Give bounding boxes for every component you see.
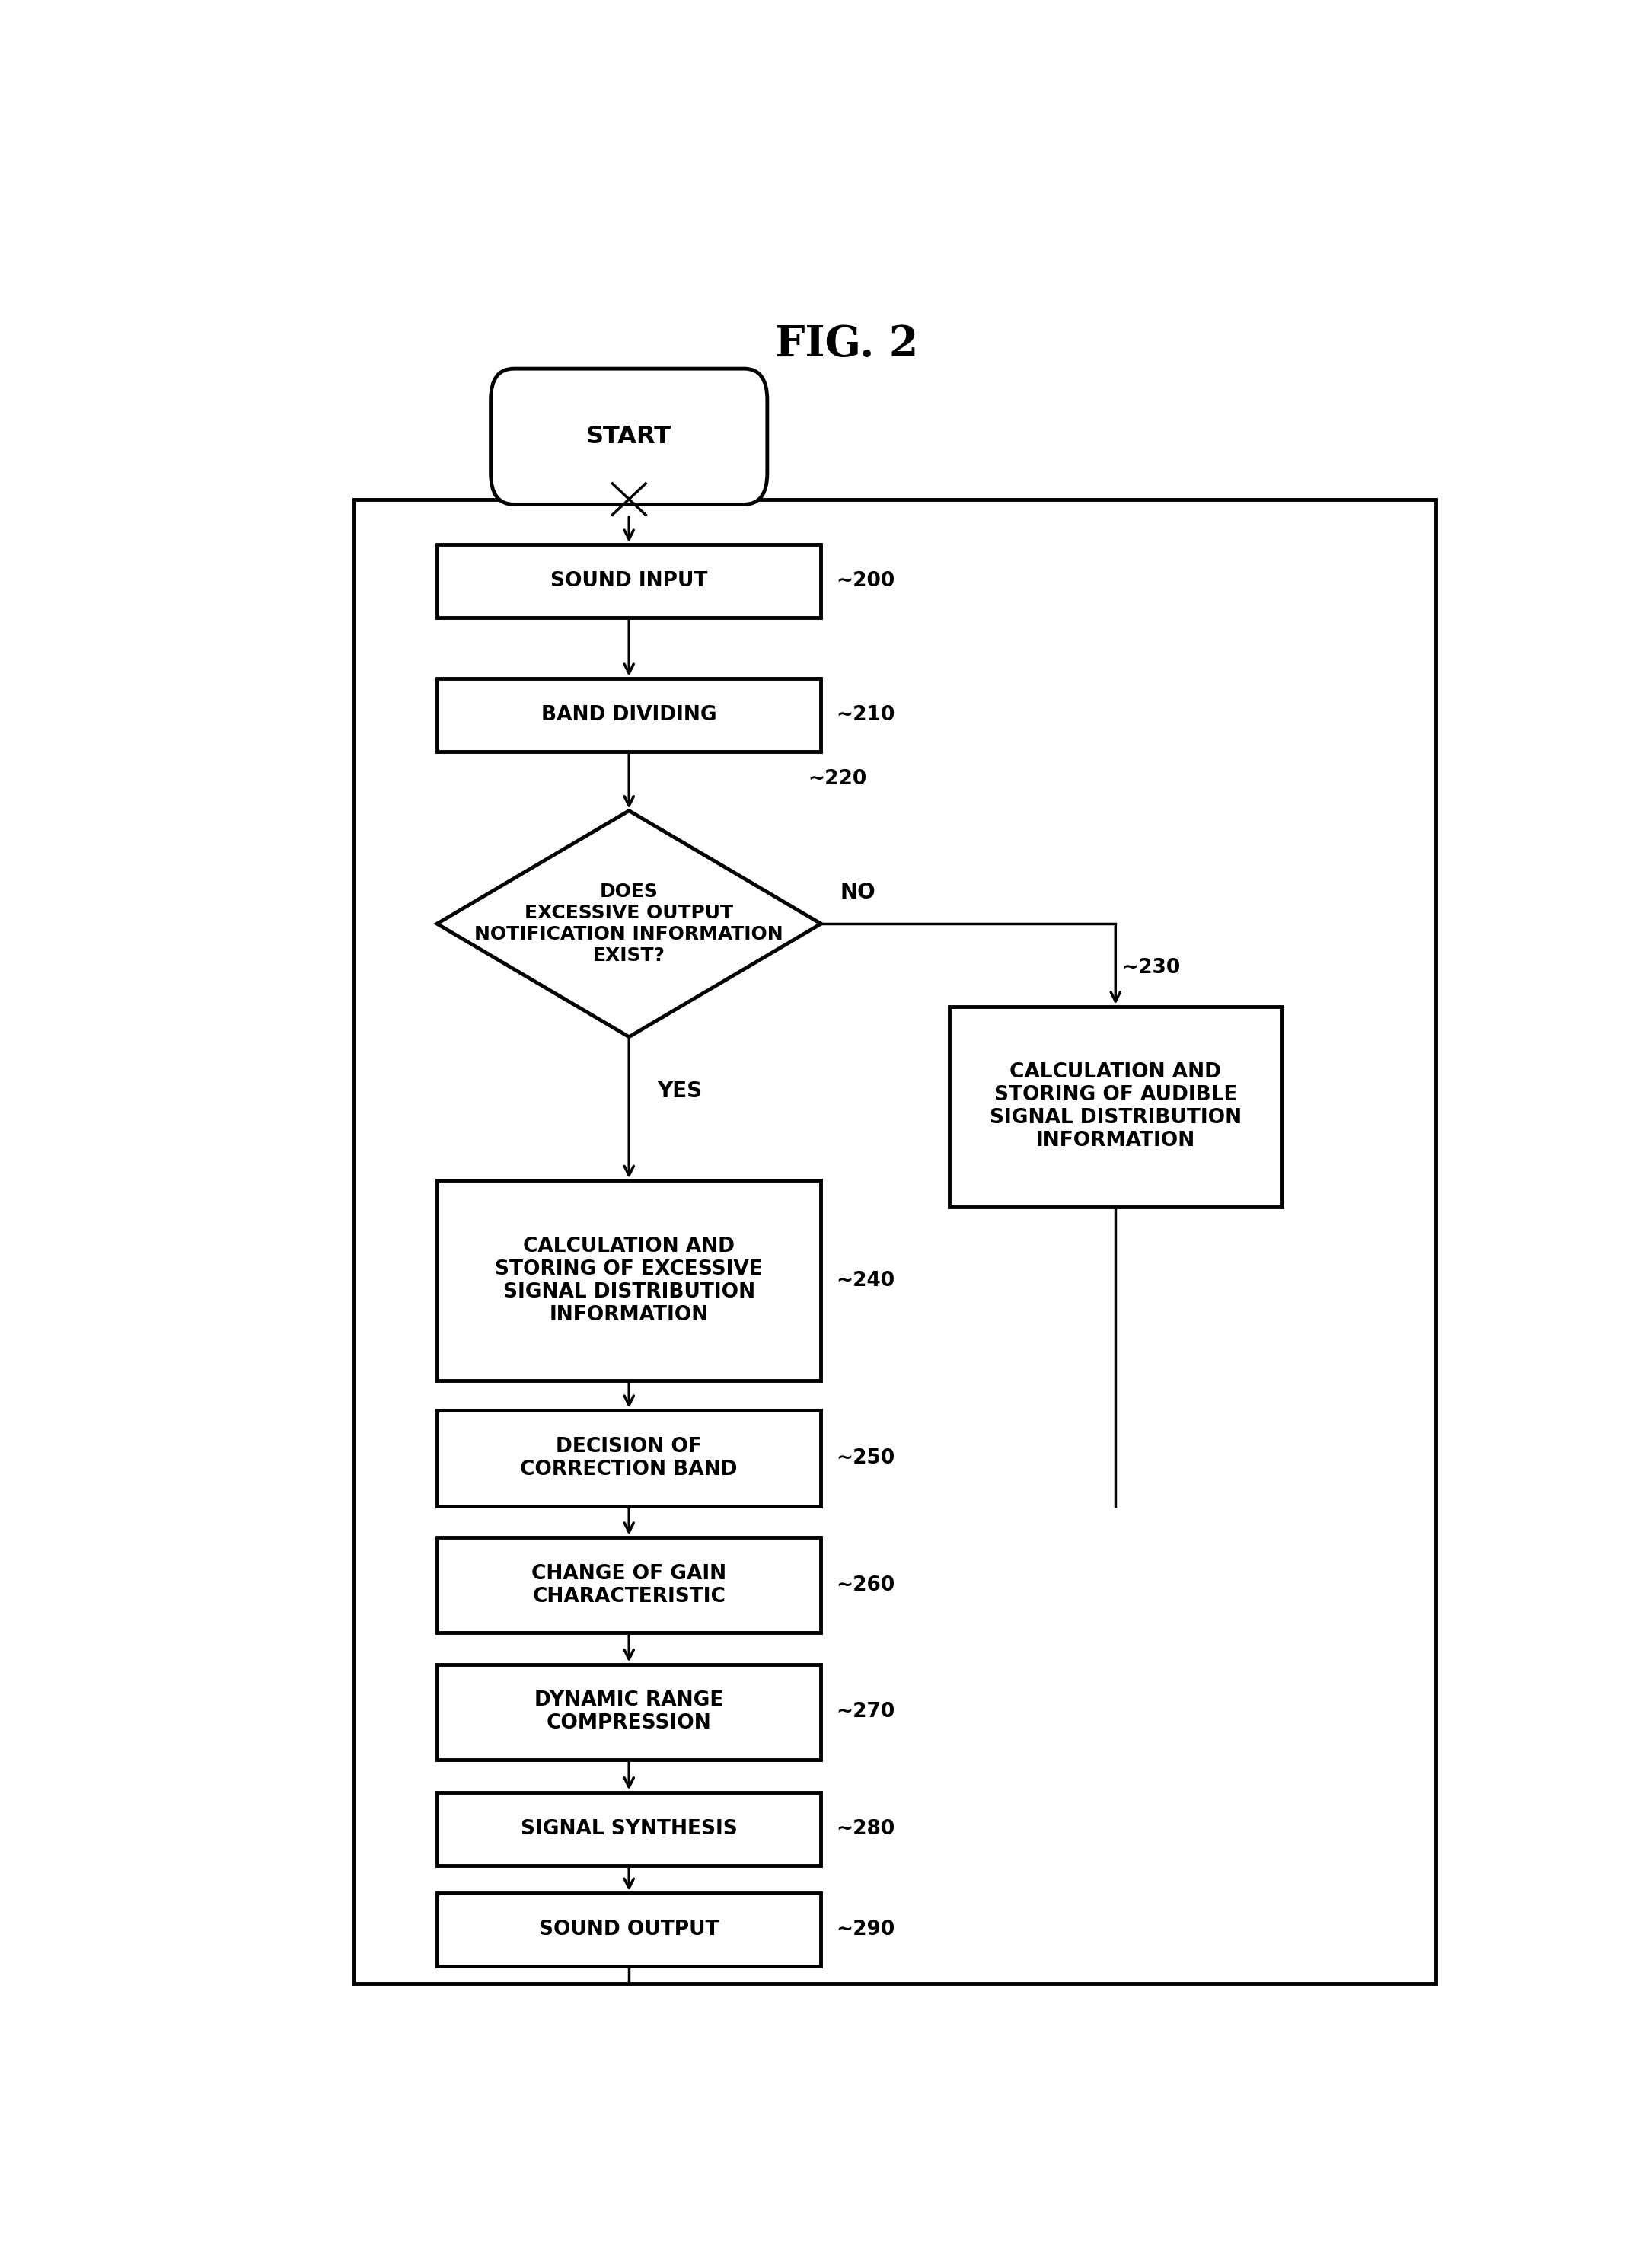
FancyBboxPatch shape [436,678,821,753]
Text: ∼230: ∼230 [1122,958,1181,979]
Text: SIGNAL SYNTHESIS: SIGNAL SYNTHESIS [520,1819,737,1840]
Polygon shape [436,811,821,1037]
Text: ∼260: ∼260 [836,1575,895,1596]
Text: START: START [586,425,672,447]
Text: ∼270: ∼270 [836,1702,895,1722]
Text: CHANGE OF GAIN
CHARACTERISTIC: CHANGE OF GAIN CHARACTERISTIC [532,1564,727,1607]
Text: NO: NO [841,881,876,904]
FancyBboxPatch shape [436,545,821,617]
Text: SOUND OUTPUT: SOUND OUTPUT [539,1919,719,1939]
Text: YES: YES [657,1080,702,1103]
Text: ∼200: ∼200 [836,572,895,590]
FancyBboxPatch shape [436,1180,821,1381]
FancyBboxPatch shape [436,1792,821,1864]
Text: SOUND INPUT: SOUND INPUT [550,572,707,590]
Text: ∼240: ∼240 [836,1270,895,1290]
FancyBboxPatch shape [948,1006,1282,1207]
Text: CALCULATION AND
STORING OF EXCESSIVE
SIGNAL DISTRIBUTION
INFORMATION: CALCULATION AND STORING OF EXCESSIVE SIG… [496,1236,763,1324]
Text: DOES
EXCESSIVE OUTPUT
NOTIFICATION INFORMATION
EXIST?: DOES EXCESSIVE OUTPUT NOTIFICATION INFOR… [474,884,783,965]
FancyBboxPatch shape [436,1663,821,1761]
FancyBboxPatch shape [354,499,1436,1984]
Text: ∼290: ∼290 [836,1919,895,1939]
Text: FIG. 2: FIG. 2 [775,323,919,366]
FancyBboxPatch shape [436,1894,821,1966]
Text: DYNAMIC RANGE
COMPRESSION: DYNAMIC RANGE COMPRESSION [535,1690,724,1733]
FancyBboxPatch shape [436,1537,821,1634]
Text: ∼210: ∼210 [836,705,895,725]
Text: CALCULATION AND
STORING OF AUDIBLE
SIGNAL DISTRIBUTION
INFORMATION: CALCULATION AND STORING OF AUDIBLE SIGNA… [990,1062,1242,1150]
Text: ∼250: ∼250 [836,1449,895,1469]
FancyBboxPatch shape [491,368,767,504]
Text: BAND DIVIDING: BAND DIVIDING [542,705,717,725]
Text: ∼220: ∼220 [808,768,867,789]
Text: DECISION OF
CORRECTION BAND: DECISION OF CORRECTION BAND [520,1437,738,1480]
FancyBboxPatch shape [436,1410,821,1505]
Text: ∼280: ∼280 [836,1819,895,1840]
